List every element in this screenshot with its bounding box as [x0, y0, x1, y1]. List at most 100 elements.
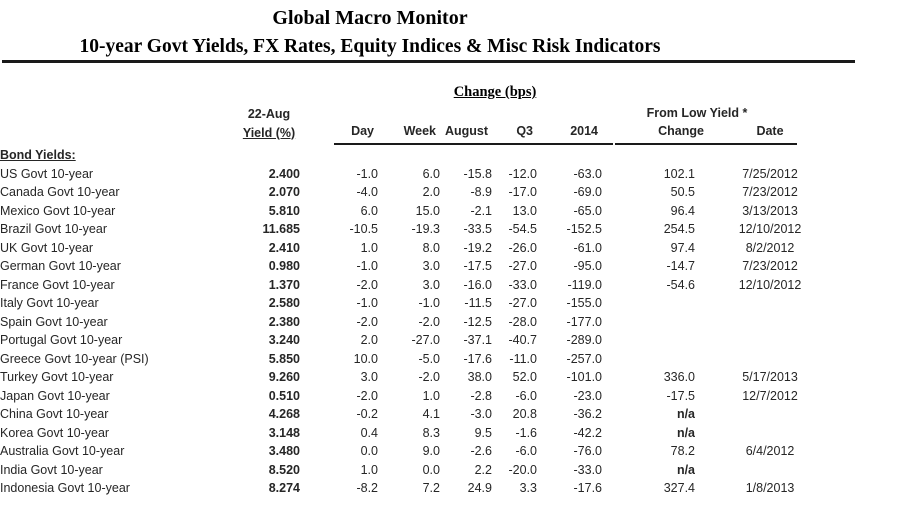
cell-change-week: 8.3: [422, 425, 440, 440]
cell-instrument-label: Spain Govt 10-year: [0, 314, 108, 329]
cell-change-day: -0.2: [356, 407, 378, 421]
cell-change-2014: -69.0: [573, 185, 603, 199]
cell-change-day: 6.0: [360, 203, 378, 218]
cell-change-q3: 52.0: [512, 370, 537, 384]
cell-change-august: -2.1: [470, 203, 492, 218]
cell-instrument-label: Indonesia Govt 10-year: [0, 481, 130, 495]
cell-change-august: -12.5: [463, 314, 493, 329]
cell-yield: 4.268: [268, 407, 300, 421]
cell-change-week: -2.0: [418, 314, 440, 329]
cell-change-2014: -36.2: [573, 407, 603, 421]
cell-instrument-label: Italy Govt 10-year: [0, 296, 99, 310]
cell-from-low-change: n/a: [676, 407, 695, 421]
cell-yield: 8.520: [268, 462, 300, 477]
cell-from-low-date: 3/13/2013: [742, 203, 798, 218]
cell-change-q3: -6.0: [515, 444, 537, 458]
cell-instrument-label: India Govt 10-year: [0, 462, 103, 477]
from-low-group-underline: [615, 143, 797, 145]
bond-yields-table: Bond Yields: US Govt 10-year 2.400 -1.0 …: [0, 146, 845, 498]
cell-from-low-date: [695, 350, 845, 369]
cell-instrument-label: Turkey Govt 10-year: [0, 370, 114, 384]
cell-change-q3: 3.3: [519, 481, 537, 495]
cell-from-low-date: 7/23/2012: [742, 185, 798, 199]
cell-yield: 2.070: [268, 185, 300, 199]
cell-from-low-date: [695, 331, 845, 350]
cell-change-week: 3.0: [422, 259, 440, 273]
cell-change-q3: -20.0: [508, 462, 538, 477]
cell-instrument-label: Portugal Govt 10-year: [0, 333, 123, 347]
cell-change-q3: -27.0: [508, 259, 538, 273]
cell-instrument-label: Mexico Govt 10-year: [0, 203, 116, 218]
cell-change-day: 1.0: [360, 462, 378, 477]
cell-change-2014: -76.0: [573, 444, 603, 458]
cell-change-q3: -17.0: [508, 185, 538, 199]
cell-instrument-label: Greece Govt 10-year (PSI): [0, 351, 149, 366]
column-group-change-bps: Change (bps): [453, 84, 537, 100]
cell-change-q3: -11.0: [509, 351, 537, 366]
cell-yield: 2.410: [268, 240, 300, 255]
cell-change-q3: 20.8: [512, 407, 537, 421]
cell-change-q3: -1.6: [515, 425, 537, 440]
cell-change-day: -1.0: [356, 259, 378, 273]
cell-from-low-date: 7/23/2012: [742, 259, 798, 273]
cell-from-low-date: [695, 313, 845, 332]
table-row: Indonesia Govt 10-year 8.274 -8.2 7.2 24…: [0, 479, 845, 498]
cell-change-day: 1.0: [360, 240, 378, 255]
cell-change-day: 0.0: [360, 444, 378, 458]
cell-from-low-date: 12/10/2012: [738, 277, 802, 292]
cell-change-day: -2.0: [356, 388, 378, 403]
cell-change-august: -15.8: [463, 166, 493, 181]
cell-change-week: 7.2: [422, 481, 440, 495]
cell-change-august: -11.5: [464, 296, 492, 310]
cell-change-2014: -177.0: [566, 314, 602, 329]
cell-change-2014: -23.0: [573, 388, 603, 403]
table-row: China Govt 10-year 4.268 -0.2 4.1 -3.0 2…: [0, 405, 845, 424]
cell-yield: 3.240: [268, 333, 300, 347]
cell-change-week: 15.0: [415, 203, 440, 218]
cell-instrument-label: US Govt 10-year: [0, 166, 94, 181]
table-row: India Govt 10-year 8.520 1.0 0.0 2.2 -20…: [0, 461, 845, 480]
cell-yield: 3.480: [268, 444, 300, 458]
cell-change-august: -3.0: [470, 407, 492, 421]
cell-instrument-label: France Govt 10-year: [0, 277, 115, 292]
cell-change-august: -19.2: [463, 240, 493, 255]
cell-from-low-change: 254.5: [663, 222, 695, 236]
cell-from-low-change: 78.2: [670, 444, 695, 458]
cell-yield: 2.580: [268, 296, 300, 310]
cell-change-q3: -40.7: [508, 333, 538, 347]
cell-change-q3: -12.0: [508, 166, 538, 181]
table-row: Mexico Govt 10-year 5.810 6.0 15.0 -2.1 …: [0, 202, 845, 221]
column-header-2014: 2014: [570, 124, 598, 138]
table-row: Turkey Govt 10-year 9.260 3.0 -2.0 38.0 …: [0, 368, 845, 387]
cell-change-day: -10.5: [349, 222, 379, 236]
cell-change-week: -2.0: [418, 370, 440, 384]
cell-change-2014: -42.2: [573, 425, 603, 440]
cell-change-august: -2.6: [470, 444, 492, 458]
cell-from-low-change: 97.4: [670, 240, 695, 255]
change-group-underline: [334, 143, 613, 145]
cell-change-week: -19.3: [411, 222, 441, 236]
column-header-change: Change: [658, 124, 704, 138]
cell-change-2014: -17.6: [573, 481, 603, 495]
table-row: Australia Govt 10-year 3.480 0.0 9.0 -2.…: [0, 442, 845, 461]
cell-change-week: 1.0: [422, 388, 440, 403]
cell-change-august: -17.6: [463, 351, 493, 366]
cell-from-low-date: [695, 294, 845, 313]
cell-yield: 2.400: [268, 166, 300, 181]
cell-instrument-label: German Govt 10-year: [0, 259, 121, 273]
column-header-week: Week: [403, 124, 436, 138]
cell-yield: 3.148: [268, 425, 300, 440]
table-row: Portugal Govt 10-year 3.240 2.0 -27.0 -3…: [0, 331, 845, 350]
table-row: German Govt 10-year 0.980 -1.0 3.0 -17.5…: [0, 257, 845, 276]
cell-yield: 11.685: [262, 222, 300, 236]
cell-change-q3: -28.0: [508, 314, 538, 329]
table-row: Italy Govt 10-year 2.580 -1.0 -1.0 -11.5…: [0, 294, 845, 313]
cell-instrument-label: China Govt 10-year: [0, 407, 109, 421]
cell-change-q3: -33.0: [508, 277, 538, 292]
column-header-yield-label: Yield (%): [242, 125, 296, 140]
cell-change-2014: -61.0: [573, 240, 603, 255]
cell-change-week: -5.0: [418, 351, 440, 366]
cell-change-2014: -95.0: [573, 259, 603, 273]
cell-change-day: -4.0: [356, 185, 378, 199]
